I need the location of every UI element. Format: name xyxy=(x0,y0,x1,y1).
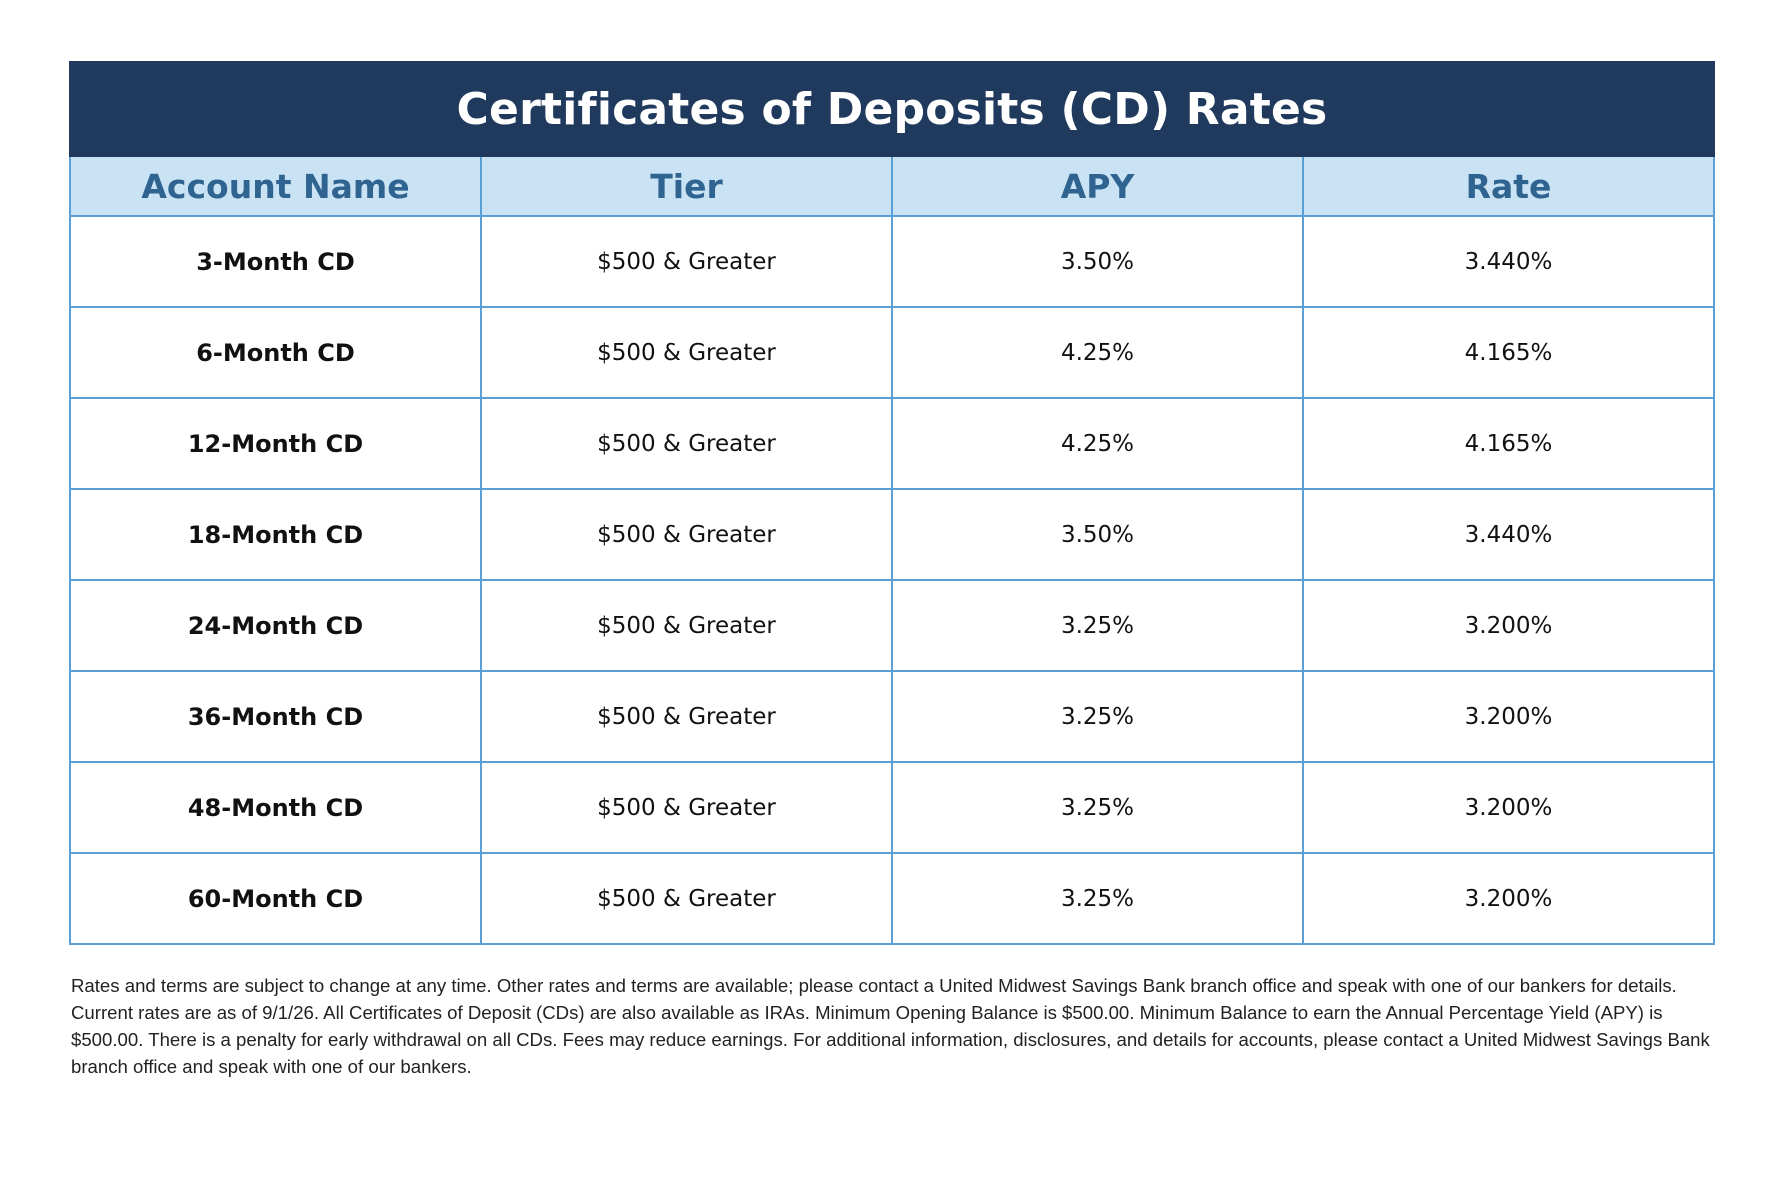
apy-cell: 4.25% xyxy=(891,397,1304,490)
rate-cell: 4.165% xyxy=(1302,397,1715,490)
column-header-tier: Tier xyxy=(480,155,893,217)
account-name-cell: 12-Month CD xyxy=(69,397,482,490)
table-row: 12-Month CD $500 & Greater 4.25% 4.165% xyxy=(69,397,1715,490)
column-header-apy: APY xyxy=(891,155,1304,217)
account-name-cell: 3-Month CD xyxy=(69,215,482,308)
apy-cell: 3.25% xyxy=(891,579,1304,672)
account-name-cell: 60-Month CD xyxy=(69,852,482,945)
table-row: 24-Month CD $500 & Greater 3.25% 3.200% xyxy=(69,579,1715,672)
apy-cell: 3.25% xyxy=(891,852,1304,945)
table-header-row: Account Name Tier APY Rate xyxy=(69,155,1715,217)
apy-cell: 3.50% xyxy=(891,488,1304,581)
tier-cell: $500 & Greater xyxy=(480,397,893,490)
tier-cell: $500 & Greater xyxy=(480,215,893,308)
apy-cell: 4.25% xyxy=(891,306,1304,399)
rate-cell: 4.165% xyxy=(1302,306,1715,399)
rate-cell: 3.200% xyxy=(1302,670,1715,763)
account-name-cell: 36-Month CD xyxy=(69,670,482,763)
account-name-cell: 18-Month CD xyxy=(69,488,482,581)
table-title-row: Certificates of Deposits (CD) Rates xyxy=(69,61,1715,157)
column-header-account-name: Account Name xyxy=(69,155,482,217)
tier-cell: $500 & Greater xyxy=(480,670,893,763)
table-row: 6-Month CD $500 & Greater 4.25% 4.165% xyxy=(69,306,1715,399)
rate-cell: 3.200% xyxy=(1302,852,1715,945)
table-row: 36-Month CD $500 & Greater 3.25% 3.200% xyxy=(69,670,1715,763)
tier-cell: $500 & Greater xyxy=(480,306,893,399)
tier-cell: $500 & Greater xyxy=(480,761,893,854)
rates-disclaimer: Rates and terms are subject to change at… xyxy=(71,975,1710,1077)
column-header-rate: Rate xyxy=(1302,155,1715,217)
tier-cell: $500 & Greater xyxy=(480,852,893,945)
table-row: 48-Month CD $500 & Greater 3.25% 3.200% xyxy=(69,761,1715,854)
apy-cell: 3.50% xyxy=(891,215,1304,308)
tier-cell: $500 & Greater xyxy=(480,488,893,581)
table-row: 18-Month CD $500 & Greater 3.50% 3.440% xyxy=(69,488,1715,581)
apy-cell: 3.25% xyxy=(891,761,1304,854)
apy-cell: 3.25% xyxy=(891,670,1304,763)
table-row: 3-Month CD $500 & Greater 3.50% 3.440% xyxy=(69,215,1715,308)
rate-cell: 3.200% xyxy=(1302,579,1715,672)
cd-rates-table: Certificates of Deposits (CD) Rates Acco… xyxy=(69,61,1715,945)
account-name-cell: 6-Month CD xyxy=(69,306,482,399)
table-row: 60-Month CD $500 & Greater 3.25% 3.200% xyxy=(69,852,1715,945)
rate-cell: 3.200% xyxy=(1302,761,1715,854)
account-name-cell: 24-Month CD xyxy=(69,579,482,672)
rate-cell: 3.440% xyxy=(1302,488,1715,581)
rate-cell: 3.440% xyxy=(1302,215,1715,308)
account-name-cell: 48-Month CD xyxy=(69,761,482,854)
table-title: Certificates of Deposits (CD) Rates xyxy=(69,61,1715,157)
tier-cell: $500 & Greater xyxy=(480,579,893,672)
